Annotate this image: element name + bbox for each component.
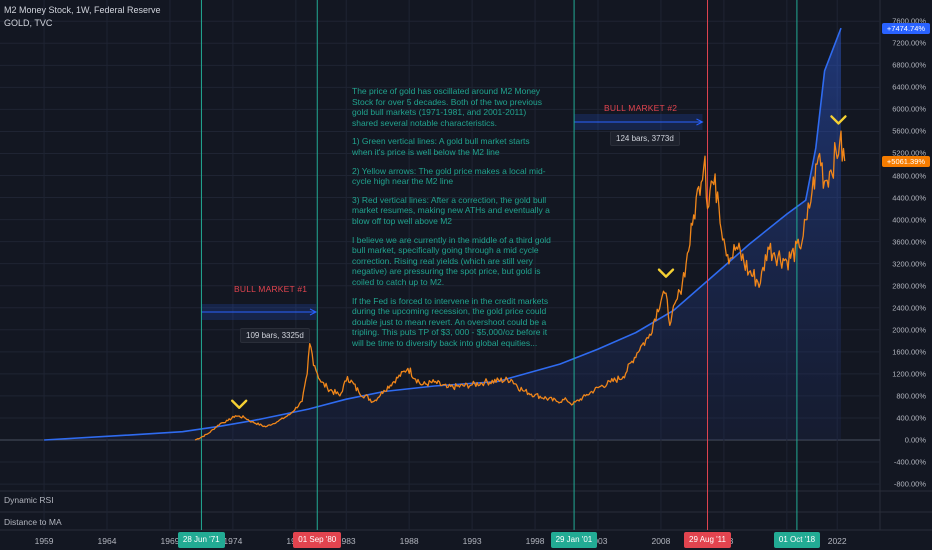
y-tick-label: 6400.00%: [892, 82, 926, 92]
x-tick-label: 1969: [160, 536, 180, 546]
y-tick-label: 5200.00%: [892, 148, 926, 158]
x-tick-label: 1974: [223, 536, 243, 546]
y-tick-label: 6800.00%: [892, 60, 926, 70]
y-tick-label: 7200.00%: [892, 38, 926, 48]
y-tick-label: 2400.00%: [892, 303, 926, 313]
legend-gold: GOLD, TVC: [4, 18, 53, 28]
annotation-paragraph: 1) Green vertical lines: A gold bull mar…: [352, 136, 530, 157]
y-tick-label: 6000.00%: [892, 104, 926, 114]
date-tag: 01 Oct '18: [773, 532, 821, 548]
range-arrow-head: [696, 118, 704, 126]
m2-line: [44, 27, 842, 441]
y-tick-label: 7600.00%: [892, 16, 926, 26]
chevron-down-icon: [230, 399, 248, 409]
y-tick-label: 4000.00%: [892, 215, 926, 225]
last-value-tag: +5061.39%: [882, 155, 930, 167]
y-tick-label: 2000.00%: [892, 325, 926, 335]
y-tick-label: -800.00%: [893, 479, 926, 489]
annotation-paragraph: I believe we are currently in the middle…: [352, 234, 551, 287]
chevron-down-icon: [830, 115, 847, 125]
m2-area: [44, 28, 842, 440]
annotation-paragraph: If the Fed is forced to intervene in the…: [352, 295, 549, 348]
x-tick-label: 1964: [97, 536, 117, 546]
range-2-label: 124 bars, 3773d: [610, 131, 680, 146]
y-tick-label: 4400.00%: [892, 193, 926, 203]
annotation-paragraph: The price of gold has oscillated around …: [352, 86, 542, 128]
y-tick-label: 400.00%: [896, 413, 926, 423]
x-tick-label: 1959: [34, 536, 54, 546]
annotation-paragraph: 2) Yellow arrows: The gold price makes a…: [352, 165, 546, 187]
x-tick-label: 1993: [462, 536, 482, 546]
ma-panel-label: Distance to MA: [4, 517, 62, 527]
annotation-text: The price of gold has oscillated around …: [352, 86, 552, 356]
range-arrow-head: [309, 308, 318, 316]
y-tick-label: 3200.00%: [892, 259, 926, 269]
x-tick-label: 2008: [651, 536, 671, 546]
bull-market-1-label: BULL MARKET #1: [234, 284, 308, 294]
date-tag: 28 Jun '71: [177, 532, 225, 548]
y-tick-label: 3600.00%: [892, 237, 926, 247]
date-tag: 01 Sep '80: [293, 532, 342, 548]
y-tick-label: 2800.00%: [892, 281, 926, 291]
x-tick-label: 2022: [827, 536, 847, 546]
x-tick-label: 1988: [399, 536, 419, 546]
chart-legend: M2 Money Stock, 1W, Federal Reserve GOLD…: [4, 4, 161, 30]
range-1-label: 109 bars, 3325d: [240, 328, 310, 343]
x-tick-label: 1998: [525, 536, 545, 546]
y-tick-label: 0.00%: [904, 435, 926, 445]
y-tick-label: 1200.00%: [892, 369, 926, 379]
x-tick-label: 1983: [336, 536, 356, 546]
y-tick-label: 5600.00%: [892, 126, 926, 136]
bull-market-2-label: BULL MARKET #2: [604, 103, 678, 113]
chevron-down-icon: [657, 268, 675, 278]
last-value-tag: +7474.74%: [882, 22, 930, 34]
y-tick-label: -400.00%: [893, 457, 926, 467]
date-tag: 29 Jan '01: [550, 532, 598, 548]
y-tick-label: 4800.00%: [892, 171, 926, 181]
gold-line: [194, 130, 846, 441]
x-tick-label: 2003: [588, 536, 608, 546]
rsi-panel-label: Dynamic RSI: [4, 495, 54, 505]
y-tick-label: 1600.00%: [892, 347, 926, 357]
y-tick-label: 800.00%: [896, 391, 926, 401]
date-tag: 29 Aug '11: [684, 532, 731, 548]
annotation-paragraph: 3) Red vertical lines: After a correctio…: [352, 194, 550, 226]
legend-m2: M2 Money Stock, 1W, Federal Reserve: [4, 5, 161, 15]
